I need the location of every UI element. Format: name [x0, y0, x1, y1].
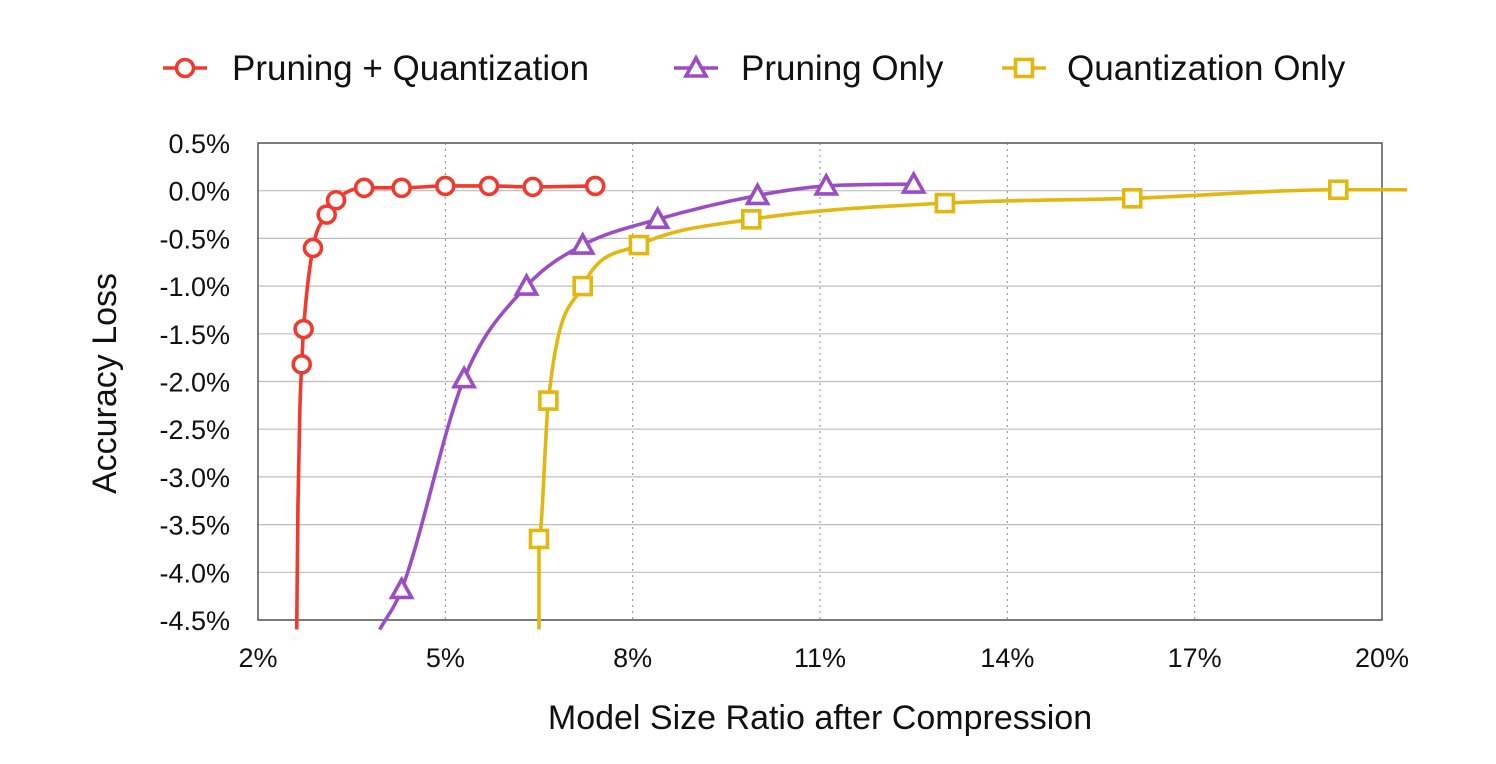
data-point-pruning-only: [813, 172, 840, 196]
y-axis-title: Accuracy Loss: [86, 273, 124, 494]
y-tick-label: -2.5%: [159, 415, 230, 445]
y-tick-label: -4.5%: [159, 606, 230, 636]
data-point-pruning-quantization: [584, 175, 606, 197]
data-point-quantization-only: [741, 209, 762, 230]
series-pruning-quantization: [291, 175, 606, 630]
x-axis-ticks: 2% 5% 8% 11% 14% 17% 20%: [238, 643, 1409, 673]
legend-marker-circle: [174, 57, 196, 79]
x-tick-label: 17%: [1168, 643, 1222, 673]
legend-item-quantization-only: Quantization Only: [1002, 49, 1346, 88]
data-point-pruning-quantization: [391, 177, 412, 199]
data-point-pruning-only: [569, 231, 596, 255]
data-point-quantization-only: [934, 192, 956, 214]
x-tick-label: 2%: [238, 643, 277, 673]
series-pruning-only: [378, 170, 927, 631]
plot-frame: [257, 142, 1383, 621]
y-tick-label: 0.5%: [168, 129, 230, 159]
x-axis-title: Model Size Ratio after Compression: [548, 699, 1092, 737]
data-point-pruning-only: [513, 272, 540, 296]
legend-label: Quantization Only: [1067, 49, 1346, 88]
y-tick-label: -4.0%: [159, 558, 230, 588]
series-layer: [291, 170, 1407, 631]
data-point-quantization-only: [1121, 188, 1143, 209]
legend-marker-triangle: [682, 54, 710, 78]
y-tick-label: -2.0%: [159, 368, 230, 398]
data-point-pruning-quantization: [522, 176, 544, 198]
series-line-quantization-only: [537, 187, 1407, 630]
x-tick-label: 5%: [426, 643, 465, 673]
legend-item-pruning-only: Pruning Only: [674, 49, 944, 88]
y-axis-ticks: 0.5% 0.0% -0.5% -1.0% -1.5% -2.0% -2.5% -3.0% -3…: [159, 129, 230, 636]
x-tick-label: 8%: [613, 643, 652, 673]
data-point-pruning-quantization: [478, 175, 500, 197]
data-point-quantization-only: [628, 234, 650, 256]
data-point-quantization-only: [1327, 179, 1349, 201]
data-point-pruning-only: [900, 170, 927, 194]
x-tick-label: 20%: [1355, 643, 1409, 673]
legend-marker-square: [1013, 57, 1035, 79]
data-point-pruning-quantization: [302, 237, 324, 259]
y-tick-label: -0.5%: [159, 224, 230, 254]
data-point-pruning-only: [451, 364, 478, 389]
data-point-pruning-quantization: [291, 354, 313, 375]
y-tick-label: -1.0%: [159, 272, 230, 302]
y-tick-label: -3.5%: [159, 511, 230, 541]
legend: Pruning + Quantization Pruning Only Quanti…: [163, 49, 1346, 88]
data-point-pruning-only: [744, 181, 771, 206]
data-point-quantization-only: [538, 390, 559, 411]
x-tick-label: 11%: [794, 643, 846, 673]
legend-label: Pruning + Quantization: [232, 49, 589, 88]
data-point-pruning-quantization: [316, 204, 337, 225]
y-tick-label: 0.0%: [168, 177, 230, 207]
data-point-pruning-quantization: [353, 177, 375, 199]
x-tick-label: 14%: [980, 643, 1034, 673]
legend-label: Pruning Only: [741, 49, 944, 88]
data-point-pruning-only: [388, 575, 415, 600]
data-point-pruning-quantization: [435, 175, 456, 197]
legend-item-pruning-quantization: Pruning + Quantization: [163, 49, 589, 88]
data-point-quantization-only: [572, 275, 594, 297]
y-tick-label: -1.5%: [159, 320, 230, 350]
data-point-quantization-only: [528, 528, 550, 550]
data-point-pruning-quantization: [293, 318, 314, 340]
grid: [258, 142, 1382, 621]
y-tick-label: -3.0%: [159, 463, 230, 493]
series-quantization-only: [528, 179, 1407, 630]
data-point-pruning-quantization: [325, 189, 347, 211]
data-point-pruning-only: [644, 205, 671, 230]
